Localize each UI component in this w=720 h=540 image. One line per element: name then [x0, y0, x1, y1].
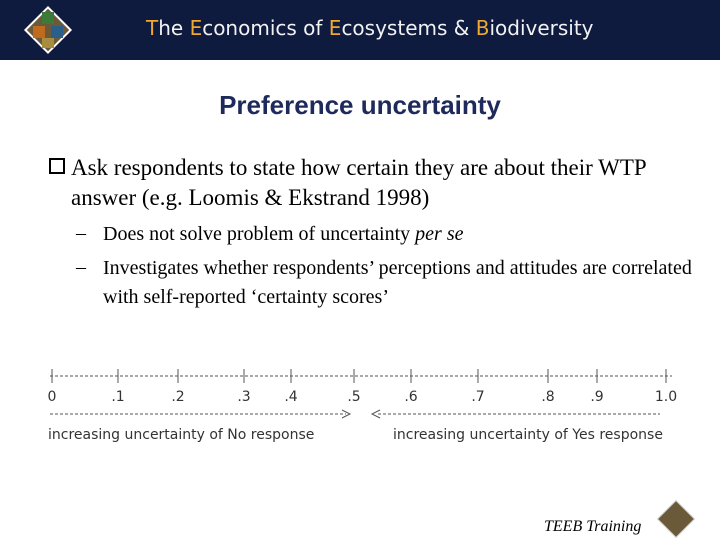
title-part: E: [328, 16, 342, 40]
scale-caption: increasing uncertainty of No response: [48, 427, 314, 443]
title-part: E: [189, 16, 203, 40]
bullet: Ask respondents to state how certain the…: [71, 155, 646, 210]
title-part: T: [146, 16, 159, 40]
header-title: The Economics of Ecosystems & Biodiversi…: [146, 16, 594, 40]
scale-label: .4: [284, 389, 297, 405]
title-part: cosystems &: [341, 16, 476, 40]
logo: [656, 499, 696, 539]
footer: TEEB Training: [544, 518, 642, 535]
scale-label: .5: [347, 389, 360, 405]
title-part: iodiversity: [489, 16, 594, 40]
scale-label: 1.0: [655, 389, 677, 405]
arrow-head: [341, 409, 352, 419]
sub-bullet-italic: per se: [415, 223, 464, 245]
scale-label: .3: [237, 389, 250, 405]
sub-bullet-text: Does not solve problem of uncertainty: [103, 223, 416, 245]
scale-caption: increasing uncertainty of Yes response: [393, 427, 663, 443]
logo: [23, 5, 73, 55]
scale-label: 0: [48, 389, 57, 405]
title-part: he: [158, 16, 190, 40]
scale-label: .9: [590, 389, 603, 405]
sub-bullet: Does not solve problem of uncertainty pe…: [103, 220, 693, 249]
certainty-scale: increasing uncertainty of No response in…: [48, 369, 677, 443]
scale-label: .7: [471, 389, 484, 405]
scale-label: .2: [171, 389, 184, 405]
scale-label: .8: [541, 389, 554, 405]
dash: –: [76, 222, 86, 244]
scale-label: .1: [111, 389, 124, 405]
title-part: B: [475, 16, 490, 40]
bullet-icon: [49, 158, 65, 174]
arrow-head: [370, 409, 381, 419]
slide-title: Preference uncertainty: [219, 90, 501, 120]
dash: –: [76, 256, 86, 278]
title-part: conomics of: [202, 16, 329, 40]
scale-label: .6: [404, 389, 417, 405]
header: The Economics of Ecosystems & Biodiversi…: [0, 0, 720, 60]
sub-bullet: Investigates whether respondents’ percep…: [103, 257, 692, 308]
